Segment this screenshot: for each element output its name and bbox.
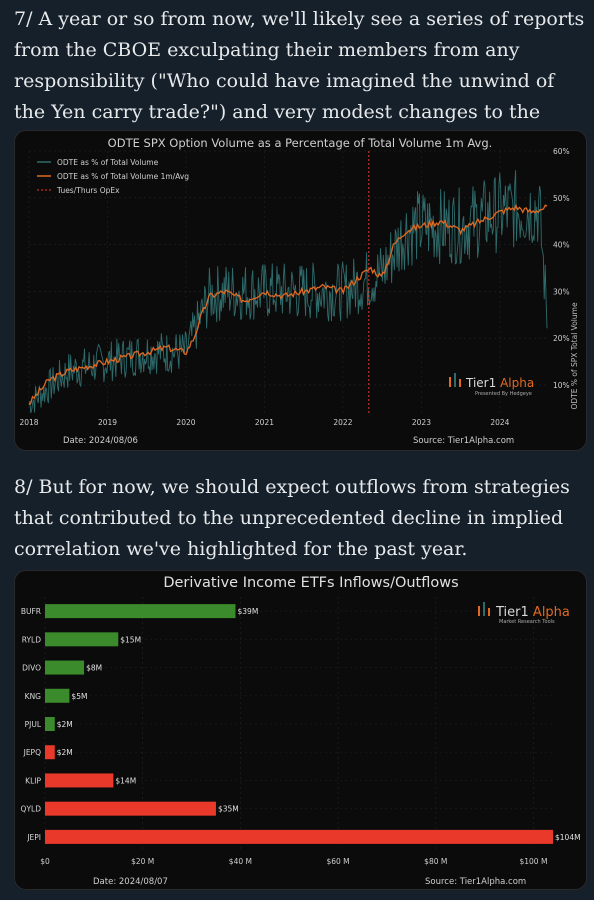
legend-raw: ODTE as % of Total Volume: [57, 158, 159, 167]
x-tick-label: 2021: [255, 418, 274, 427]
legend-opex: Tues/Thurs OpEx: [56, 186, 120, 195]
odte-chart: ODTE SPX Option Volume as a Percentage o…: [15, 131, 586, 450]
bar-value-label: $35M: [218, 805, 239, 814]
tier1-logo: Tier1 Alpha Market Research Tools: [478, 602, 570, 625]
bar-divo[interactable]: [45, 660, 85, 675]
candle-icon: [449, 377, 451, 387]
x-tick-label: 2020: [176, 418, 195, 427]
post-text-7: 7/ A year or so from now, we'll likely s…: [14, 8, 585, 154]
chart-flows-card[interactable]: Derivative Income ETFs Inflows/Outflows …: [14, 570, 587, 890]
bar-jepi[interactable]: [45, 829, 553, 844]
bar-pjul[interactable]: [45, 717, 55, 731]
x-tick-label: 2023: [412, 418, 431, 427]
tier1-logo: Tier1 Alpha Presented By Hedgeye: [449, 373, 534, 397]
x-tick-label: $20 M: [131, 857, 154, 866]
bar-value-label: $5M: [71, 692, 87, 701]
bar-ryld[interactable]: [45, 632, 119, 647]
x-tick-label: $0: [40, 857, 50, 866]
chart-date: Date: 2024/08/06: [63, 436, 138, 446]
chart-source: Source: Tier1Alpha.com: [413, 436, 514, 446]
y-tick-label: 10%: [553, 381, 570, 390]
category-label: JEPQ: [23, 748, 41, 757]
x-tick-label: $80 M: [424, 857, 447, 866]
category-label: DIVO: [22, 664, 41, 673]
post-text-8: 8/ But for now, we should expect outflow…: [14, 476, 570, 560]
bar-bufr[interactable]: [45, 604, 236, 619]
bar-value-label: $39M: [238, 607, 259, 616]
legend-avg: ODTE as % of Total Volume 1m/Avg: [57, 172, 189, 181]
chart-title: Derivative Income ETFs Inflows/Outflows: [163, 575, 458, 591]
x-tick-label: 2018: [19, 418, 38, 427]
svg-text:Presented By Hedgeye: Presented By Hedgeye: [475, 391, 532, 397]
chart-odte-card[interactable]: ODTE SPX Option Volume as a Percentage o…: [14, 130, 587, 451]
category-label: KLIP: [25, 776, 41, 785]
legend: ODTE as % of Total Volume ODTE as % of T…: [37, 158, 189, 195]
category-label: PJUL: [25, 720, 42, 729]
chart-source: Source: Tier1Alpha.com: [425, 877, 526, 887]
category-label: KNG: [25, 692, 42, 701]
category-label: RYLD: [22, 635, 41, 644]
x-tick-label: 2019: [98, 418, 117, 427]
chart-title: ODTE SPX Option Volume as a Percentage o…: [108, 136, 493, 150]
category-label: QYLD: [21, 805, 42, 814]
flows-chart: Derivative Income ETFs Inflows/Outflows …: [15, 571, 586, 889]
svg-text:Market Research Tools: Market Research Tools: [499, 619, 555, 625]
y-tick-label: 60%: [553, 147, 570, 156]
series-raw-line: [28, 170, 548, 414]
category-label: BUFR: [21, 607, 41, 616]
bar-value-label: $8M: [86, 664, 102, 673]
category-label: JEPI: [26, 833, 41, 842]
y-tick-label: 20%: [553, 334, 570, 343]
y-tick-label: 40%: [553, 241, 570, 250]
y-tick-label: 30%: [553, 287, 570, 296]
candle-icon: [478, 606, 480, 616]
x-tick-label: 2024: [490, 418, 509, 427]
bar-klip[interactable]: [45, 773, 114, 788]
bar-kng[interactable]: [45, 688, 70, 703]
series-avg-line: [28, 203, 548, 406]
svg-text:Tier1 Alpha: Tier1 Alpha: [465, 376, 534, 390]
chart-date: Date: 2024/08/07: [93, 877, 168, 887]
bar-jepq[interactable]: [45, 745, 55, 760]
x-tick-label: $100 M: [519, 857, 547, 866]
y-tick-label: 50%: [553, 194, 570, 203]
bar-qyld[interactable]: [45, 801, 216, 816]
bar-value-label: $15M: [120, 635, 141, 644]
svg-text:Tier1 Alpha: Tier1 Alpha: [495, 605, 570, 620]
bar-value-label: $14M: [115, 776, 136, 785]
x-tick-label: 2022: [333, 418, 352, 427]
bar-value-label: $104M: [555, 833, 581, 842]
y-axis-label: ODTE % of SPX Total Volume: [570, 302, 579, 409]
bar-value-label: $2M: [57, 748, 73, 757]
bar-value-label: $2M: [57, 720, 73, 729]
x-tick-label: $60 M: [326, 857, 349, 866]
x-tick-label: $40 M: [229, 857, 252, 866]
